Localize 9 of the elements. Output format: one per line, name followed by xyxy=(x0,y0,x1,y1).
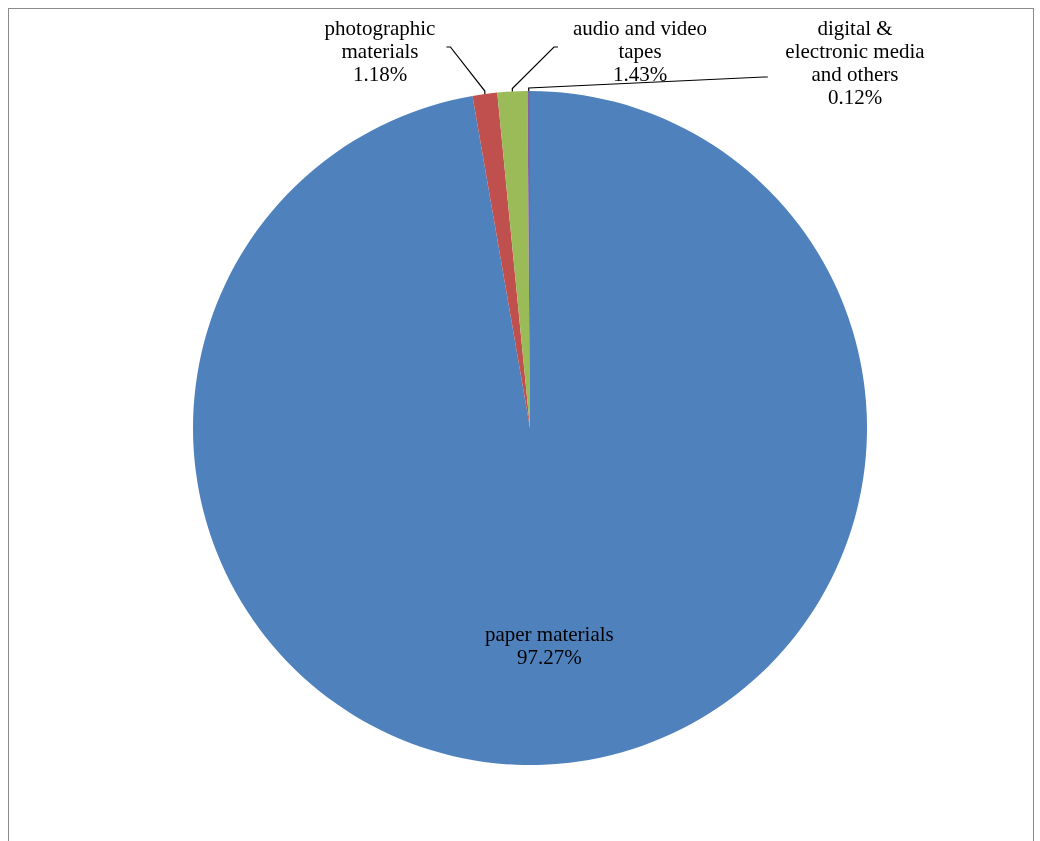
data-label: 1.43% xyxy=(612,62,668,86)
data-label: 97.27% xyxy=(516,645,582,670)
slice-label: audio and video tapes xyxy=(572,16,708,63)
pie-slice xyxy=(472,92,530,428)
slice-label: paper materials xyxy=(484,622,614,647)
data-label: 0.12% xyxy=(827,85,883,109)
data-label: 1.18% xyxy=(352,62,408,86)
slice-label: digital & electronic media and others xyxy=(785,16,926,86)
slice-label: photographic materials xyxy=(324,16,436,63)
